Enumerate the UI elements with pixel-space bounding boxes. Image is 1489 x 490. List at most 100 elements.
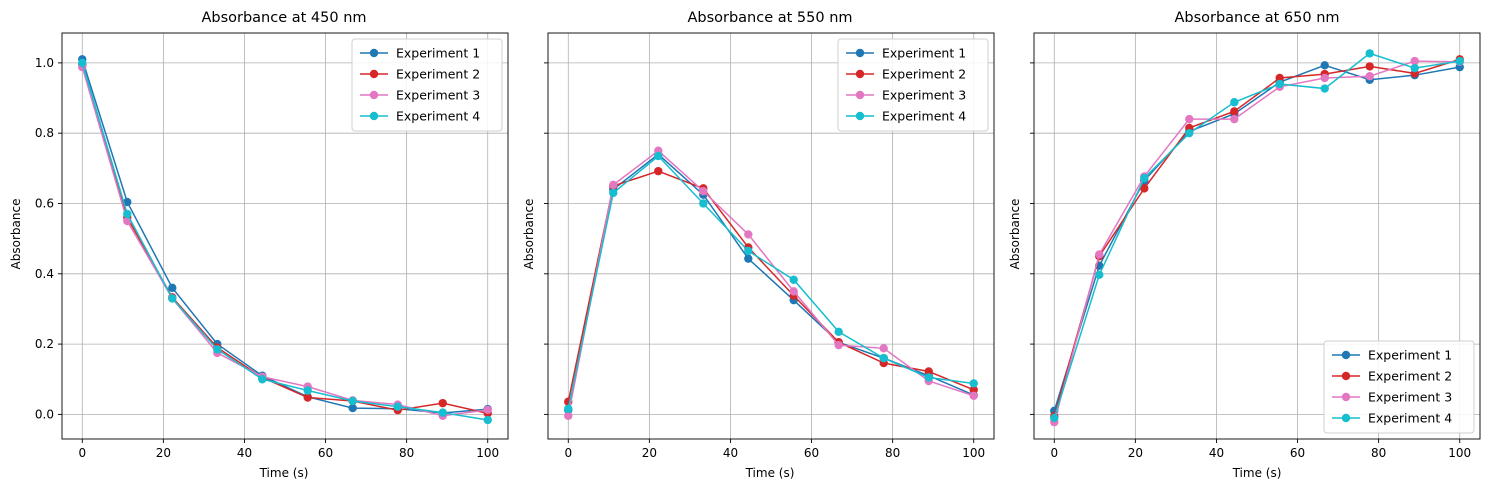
legend-label: Experiment 1	[882, 46, 966, 61]
data-point	[1230, 98, 1239, 107]
data-point	[789, 287, 798, 296]
legend-box	[351, 38, 503, 132]
data-point	[303, 386, 312, 395]
data-point	[1050, 413, 1059, 423]
data-point	[1140, 184, 1149, 193]
legend-box	[837, 38, 989, 132]
x-tick-label: 100	[962, 446, 985, 460]
y-tick-label: 0.6	[35, 196, 54, 210]
x-axis-label: Time (s)	[745, 466, 795, 480]
legend: Experiment 1 Experiment 2 Experiment 3 Expe…	[351, 38, 503, 132]
axes-frame	[547, 32, 995, 440]
data-point	[123, 209, 132, 219]
legend: Experiment 1 Experiment 2 Experiment 3 Expe…	[1323, 340, 1475, 434]
series-experiment-3	[564, 146, 978, 420]
legend-marker-swatch	[855, 90, 865, 100]
data-point	[168, 294, 177, 303]
legend-marker-swatch	[1341, 413, 1351, 423]
data-point	[303, 393, 312, 402]
data-point	[1455, 56, 1464, 66]
subplot-650nm: Absorbance at 650 nm Time (s) Absorbance…	[1008, 10, 1481, 480]
data-point	[258, 375, 267, 384]
x-tick-label: 80	[1371, 446, 1386, 460]
legend-entry: Experiment 3	[360, 88, 480, 103]
series-experiment-4	[564, 151, 978, 413]
legend-label: Experiment 4	[1368, 411, 1452, 426]
y-axis-label: Absorbance	[1008, 199, 1022, 270]
legend-label: Experiment 1	[396, 46, 480, 61]
data-point	[123, 197, 132, 207]
legend-entry: Experiment 4	[846, 109, 966, 124]
plot-title: Absorbance at 650 nm	[1174, 10, 1339, 26]
legend-marker-swatch	[855, 111, 865, 121]
x-axis-label: Time (s)	[259, 466, 309, 480]
subplot-550nm: Absorbance at 550 nm Time (s) Absorbance…	[522, 10, 995, 480]
legend-label: Experiment 1	[1368, 348, 1452, 363]
legend-marker-swatch	[1341, 371, 1351, 381]
legend-marker-swatch	[1341, 350, 1351, 360]
data-point	[969, 385, 978, 394]
x-tick-label: 40	[723, 446, 738, 460]
legend-marker-swatch	[855, 48, 865, 58]
legend-entry: Experiment 1	[846, 46, 966, 61]
x-tick-label: 40	[237, 446, 252, 460]
data-point	[1410, 63, 1419, 73]
data-point	[213, 345, 222, 354]
data-point	[924, 373, 933, 382]
data-point	[1275, 79, 1284, 89]
data-point	[1410, 56, 1419, 66]
data-point	[1095, 270, 1104, 280]
legend-label: Experiment 2	[396, 67, 480, 82]
data-point	[744, 246, 753, 256]
series-line	[1053, 60, 1460, 423]
data-point	[438, 398, 447, 408]
data-point	[564, 411, 573, 420]
x-tick-label: 20	[642, 446, 657, 460]
legend-entry: Experiment 4	[1332, 411, 1452, 426]
y-tick-label: 0.4	[35, 267, 54, 281]
legend-box	[1323, 340, 1475, 434]
x-tick-label: 40	[1209, 446, 1224, 460]
legend-entry: Experiment 4	[360, 109, 480, 124]
data-point	[699, 186, 708, 196]
legend-label: Experiment 2	[882, 67, 966, 82]
x-tick-label: 60	[318, 446, 333, 460]
data-point	[969, 379, 978, 388]
legend-entry: Experiment 2	[846, 67, 966, 82]
legend-entry: Experiment 1	[1332, 348, 1452, 363]
legend-label: Experiment 3	[1368, 390, 1452, 405]
data-point	[654, 151, 663, 161]
series-line	[1053, 52, 1460, 419]
legend-marker-swatch	[369, 111, 379, 121]
data-point	[438, 408, 447, 417]
series-line	[567, 155, 974, 409]
data-point	[609, 180, 618, 190]
series-experiment-4	[1050, 49, 1464, 423]
x-tick-label: 0	[564, 446, 572, 460]
legend: Experiment 1 Experiment 2 Experiment 3 Expe…	[837, 38, 989, 132]
data-point	[1185, 114, 1194, 124]
y-axis-label: Absorbance	[9, 199, 23, 270]
axes-frame	[61, 32, 509, 440]
data-point	[483, 405, 492, 415]
data-point	[1230, 114, 1239, 124]
subplot-450nm: Absorbance at 450 nm Time (s) Absorbance…	[9, 10, 509, 480]
legend-marker-swatch	[1341, 392, 1351, 402]
legend-marker-swatch	[369, 90, 379, 100]
plot-title: Absorbance at 550 nm	[687, 10, 852, 26]
legend-marker-swatch	[855, 69, 865, 79]
x-tick-label: 100	[476, 446, 499, 460]
axes-frame	[1033, 32, 1481, 440]
y-tick-label: 0.0	[35, 407, 54, 421]
data-point	[1320, 73, 1329, 83]
x-tick-label: 20	[1128, 446, 1143, 460]
plot-area: 0 20 40 60 80 100 0.0 0.2 0.4 0.6 0.8 1.0 Experiment…	[35, 32, 509, 460]
y-tick-label: 0.8	[35, 126, 54, 140]
x-tick-label: 0	[1050, 446, 1058, 460]
x-axis-label: Time (s)	[1232, 466, 1282, 480]
data-point	[609, 188, 618, 198]
y-axis-label: Absorbance	[522, 199, 536, 270]
